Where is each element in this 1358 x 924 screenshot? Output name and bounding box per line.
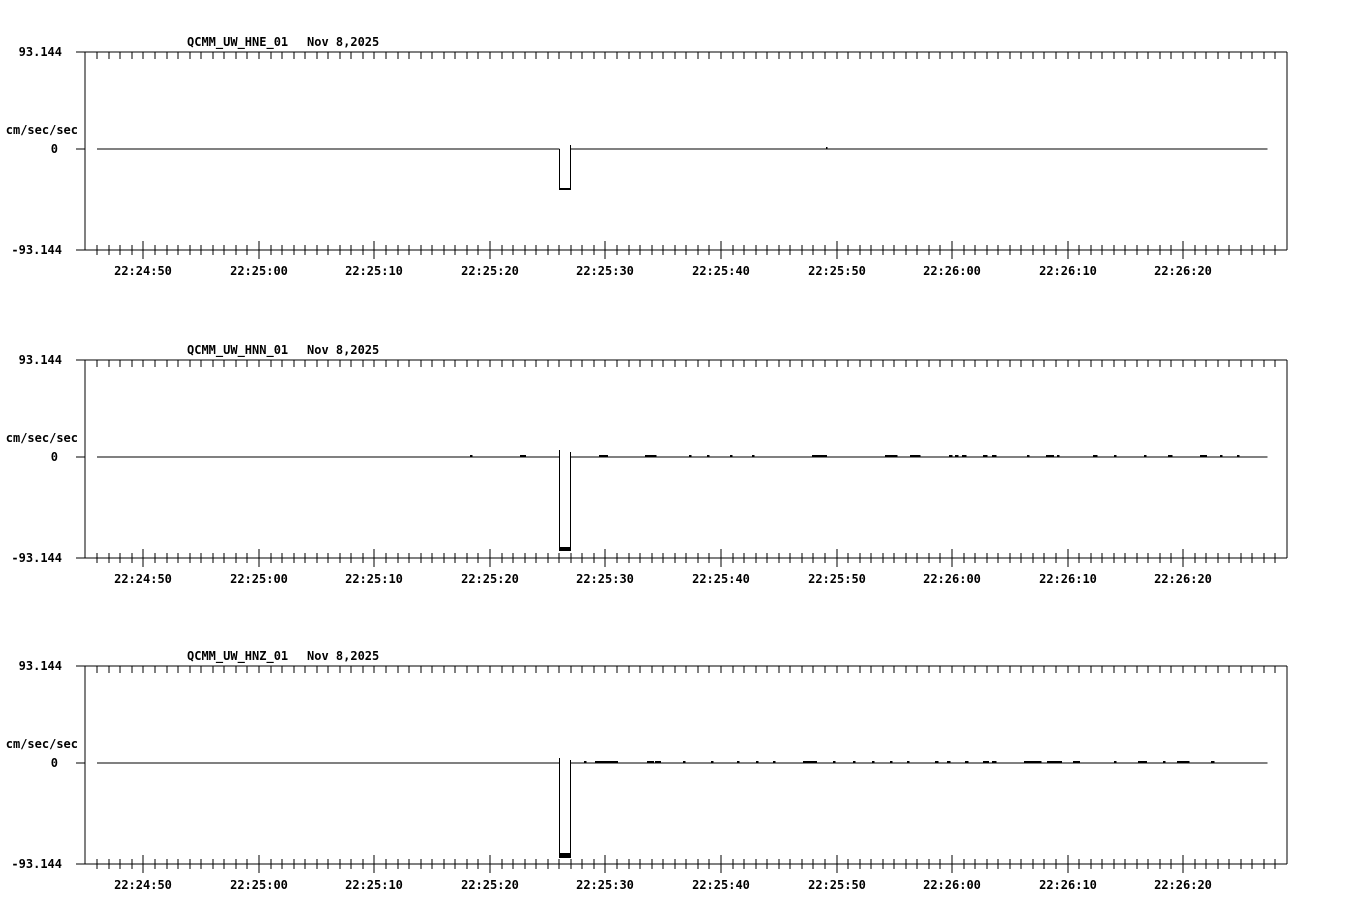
time-tick-label: 22:25:40 bbox=[692, 878, 750, 892]
time-tick-label: 22:25:10 bbox=[345, 572, 403, 586]
seismogram-panel: QCMM_UW_HNZ_01 Nov 8,2025 93.144 cm/sec/… bbox=[0, 614, 1358, 914]
y-axis-zero-label: 0 bbox=[50, 142, 58, 156]
time-tick-label: 22:25:50 bbox=[808, 264, 866, 278]
time-tick-label: 22:25:00 bbox=[230, 878, 288, 892]
time-tick-label: 22:24:50 bbox=[114, 264, 172, 278]
y-axis-zero-label: 0 bbox=[50, 450, 58, 464]
seismogram-panel: QCMM_UW_HNE_01 Nov 8,2025 93.144 cm/sec/… bbox=[0, 0, 1358, 300]
time-tick-label: 22:26:00 bbox=[923, 264, 981, 278]
waveform-plot bbox=[76, 359, 1288, 567]
y-axis-units-label: cm/sec/sec bbox=[5, 737, 78, 751]
time-tick-label: 22:24:50 bbox=[114, 572, 172, 586]
channel-title-label: QCMM_UW_HNN_01 bbox=[187, 343, 289, 357]
y-axis-max-label: 93.144 bbox=[18, 45, 62, 59]
time-tick-label: 22:26:20 bbox=[1154, 264, 1212, 278]
time-tick-label: 22:25:10 bbox=[345, 878, 403, 892]
y-axis-zero-label: 0 bbox=[50, 756, 58, 770]
y-axis-min-label: -93.144 bbox=[11, 551, 62, 565]
y-axis-units-label: cm/sec/sec bbox=[5, 431, 78, 445]
time-tick-label: 22:25:30 bbox=[576, 264, 634, 278]
time-tick-label: 22:25:10 bbox=[345, 264, 403, 278]
waveform-plot bbox=[76, 51, 1288, 259]
date-label: Nov 8,2025 bbox=[307, 35, 380, 49]
y-axis-min-label: -93.144 bbox=[11, 243, 62, 257]
time-tick-label: 22:25:20 bbox=[461, 572, 519, 586]
time-tick-label: 22:26:20 bbox=[1154, 878, 1212, 892]
time-tick-label: 22:25:50 bbox=[808, 878, 866, 892]
channel-title-label: QCMM_UW_HNE_01 bbox=[187, 35, 289, 49]
time-tick-label: 22:25:30 bbox=[576, 878, 634, 892]
time-tick-label: 22:25:30 bbox=[576, 572, 634, 586]
y-axis-min-label: -93.144 bbox=[11, 857, 62, 871]
time-tick-label: 22:25:00 bbox=[230, 572, 288, 586]
date-label: Nov 8,2025 bbox=[307, 343, 380, 357]
time-tick-label: 22:25:20 bbox=[461, 264, 519, 278]
y-axis-units-label: cm/sec/sec bbox=[5, 123, 78, 137]
waveform-plot bbox=[76, 665, 1288, 873]
y-axis-max-label: 93.144 bbox=[18, 353, 62, 367]
time-tick-label: 22:25:50 bbox=[808, 572, 866, 586]
time-tick-label: 22:26:10 bbox=[1039, 572, 1097, 586]
seismogram-panel: QCMM_UW_HNN_01 Nov 8,2025 93.144 cm/sec/… bbox=[0, 308, 1358, 608]
y-axis-max-label: 93.144 bbox=[18, 659, 62, 673]
time-tick-label: 22:25:00 bbox=[230, 264, 288, 278]
time-tick-label: 22:24:50 bbox=[114, 878, 172, 892]
date-label: Nov 8,2025 bbox=[307, 649, 380, 663]
time-tick-label: 22:26:20 bbox=[1154, 572, 1212, 586]
time-tick-label: 22:25:40 bbox=[692, 572, 750, 586]
time-tick-label: 22:26:10 bbox=[1039, 264, 1097, 278]
time-tick-label: 22:26:10 bbox=[1039, 878, 1097, 892]
time-tick-label: 22:26:00 bbox=[923, 878, 981, 892]
time-tick-label: 22:25:20 bbox=[461, 878, 519, 892]
time-tick-label: 22:25:40 bbox=[692, 264, 750, 278]
time-tick-label: 22:26:00 bbox=[923, 572, 981, 586]
channel-title-label: QCMM_UW_HNZ_01 bbox=[187, 649, 289, 663]
